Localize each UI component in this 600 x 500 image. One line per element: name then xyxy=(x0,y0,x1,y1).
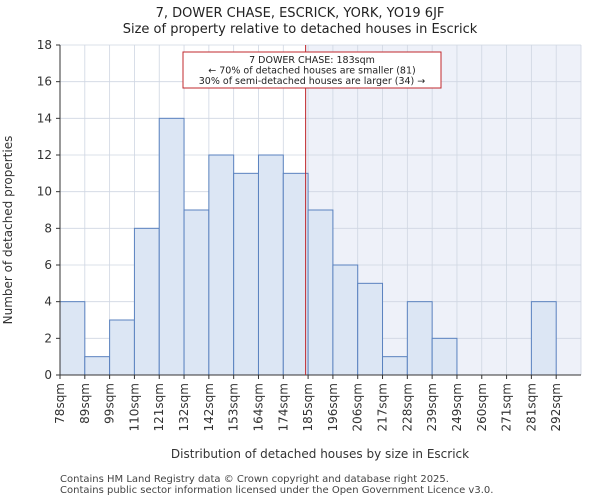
footer-line-1: Contains HM Land Registry data © Crown c… xyxy=(60,474,449,485)
x-tick-label: 206sqm xyxy=(351,383,365,431)
x-tick-label: 228sqm xyxy=(400,383,414,431)
x-tick-label: 78sqm xyxy=(53,383,67,424)
x-tick-label: 142sqm xyxy=(202,383,216,431)
x-tick-label: 99sqm xyxy=(103,383,117,424)
x-axis-label: Distribution of detached houses by size … xyxy=(171,447,469,461)
annotation-line-1: 7 DOWER CHASE: 183sqm xyxy=(249,55,375,66)
x-tick-label: 185sqm xyxy=(301,383,315,431)
x-tick-label: 121sqm xyxy=(152,383,166,431)
x-tick-label: 271sqm xyxy=(500,383,514,431)
bar-281sqm xyxy=(530,301,557,376)
bar-99sqm xyxy=(109,319,135,376)
annotation-line-3: 30% of semi-detached houses are larger (… xyxy=(199,76,426,87)
x-tick-label: 110sqm xyxy=(127,383,141,431)
x-tick-label: 217sqm xyxy=(376,383,390,431)
bar-110sqm xyxy=(133,227,160,376)
y-tick-label: 16 xyxy=(37,75,52,89)
bar-89sqm xyxy=(84,356,111,376)
y-tick-label: 0 xyxy=(44,368,52,382)
y-tick-label: 18 xyxy=(37,38,52,52)
bar-228sqm xyxy=(406,301,433,376)
y-tick-label: 6 xyxy=(44,258,52,272)
bar-164sqm xyxy=(257,154,284,376)
x-tick-label: 164sqm xyxy=(251,383,265,431)
footer-line-2: Contains public sector information licen… xyxy=(60,485,494,496)
x-tick-label: 174sqm xyxy=(276,383,290,431)
x-tick-label: 281sqm xyxy=(524,383,538,431)
annotation-box xyxy=(182,51,442,89)
bar-217sqm xyxy=(382,356,408,376)
y-axis-label: Number of detached properties xyxy=(1,136,15,325)
bar-78sqm xyxy=(59,301,86,376)
x-tick-label: 153sqm xyxy=(227,383,241,431)
x-tick-label: 260sqm xyxy=(475,383,489,431)
chart-title: 7, DOWER CHASE, ESCRICK, YORK, YO19 6JF xyxy=(155,6,445,21)
y-tick-label: 2 xyxy=(44,331,52,345)
bar-206sqm xyxy=(357,282,384,376)
x-tick-label: 132sqm xyxy=(177,383,191,431)
x-tick-label: 239sqm xyxy=(425,383,439,431)
annotation-line-2: ← 70% of detached houses are smaller (81… xyxy=(208,66,415,77)
x-tick-label: 292sqm xyxy=(549,383,563,431)
y-tick-label: 4 xyxy=(44,295,52,309)
x-tick-label: 89sqm xyxy=(78,383,92,424)
bar-174sqm xyxy=(282,172,309,376)
bar-196sqm xyxy=(332,264,359,376)
y-tick-label: 8 xyxy=(44,221,52,235)
x-tick-label: 249sqm xyxy=(450,383,464,431)
chart-subtitle: Size of property relative to detached ho… xyxy=(122,22,478,37)
y-tick-label: 10 xyxy=(37,185,52,199)
bar-185sqm xyxy=(307,209,334,376)
y-tick-label: 14 xyxy=(37,111,52,125)
y-tick-label: 12 xyxy=(37,148,52,162)
bar-239sqm xyxy=(431,337,458,376)
bar-121sqm xyxy=(158,117,185,376)
x-tick-label: 196sqm xyxy=(326,383,340,431)
bar-132sqm xyxy=(183,209,210,376)
bar-153sqm xyxy=(233,172,259,376)
bar-142sqm xyxy=(208,154,235,376)
